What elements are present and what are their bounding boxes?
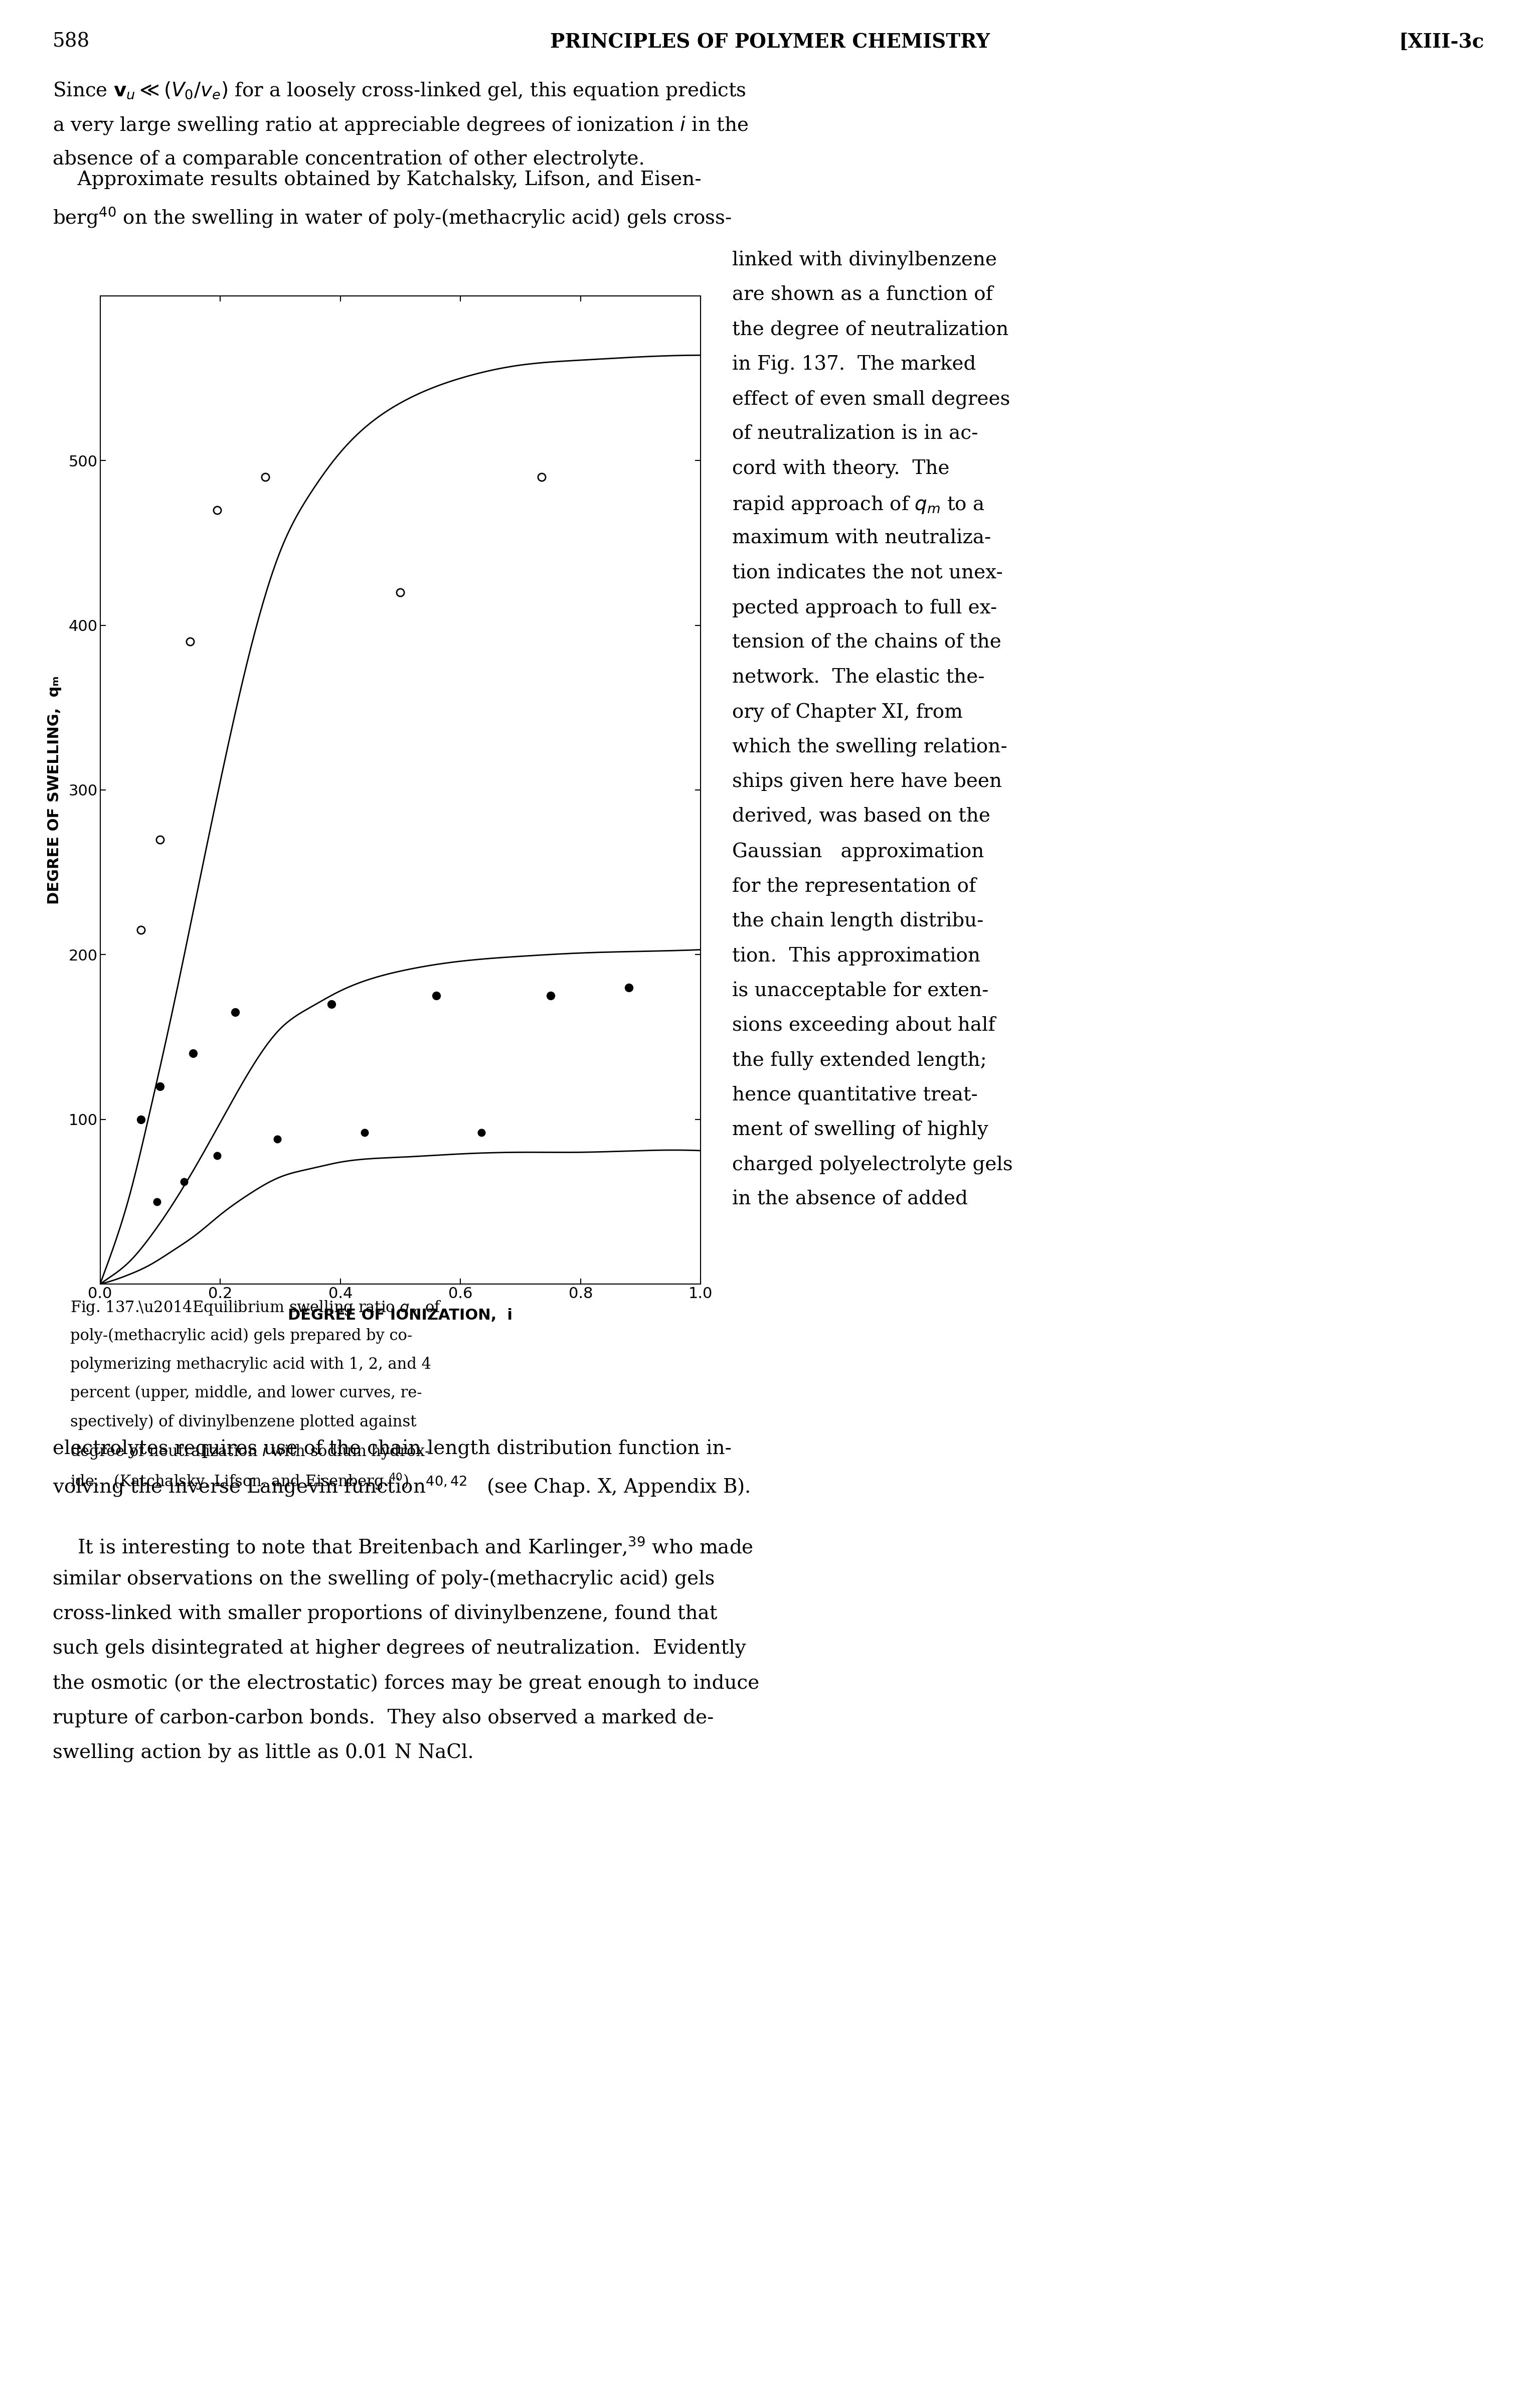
Text: absence of a comparable concentration of other electrolyte.: absence of a comparable concentration of… <box>52 149 645 168</box>
Text: the fully extended length;: the fully extended length; <box>732 1051 987 1070</box>
Text: charged polyelectrolyte gels: charged polyelectrolyte gels <box>732 1156 1013 1173</box>
Text: the osmotic (or the electrostatic) forces may be great enough to induce: the osmotic (or the electrostatic) force… <box>52 1675 759 1694</box>
Text: which the swelling relation-: which the swelling relation- <box>732 739 1007 756</box>
Text: ment of swelling of highly: ment of swelling of highly <box>732 1120 989 1140</box>
Point <box>388 573 413 612</box>
Text: degree of neutralization $i$ with sodium hydrox-: degree of neutralization $i$ with sodium… <box>71 1444 430 1461</box>
Text: of neutralization is in ac-: of neutralization is in ac- <box>732 425 978 444</box>
Text: [XIII-3c: [XIII-3c <box>1398 34 1485 53</box>
Text: volving the inverse Langevin function$^{40,42}$   (see Chap. X, Appendix B).: volving the inverse Langevin function$^{… <box>52 1475 750 1499</box>
Text: is unacceptable for exten-: is unacceptable for exten- <box>732 981 989 1000</box>
Text: swelling action by as little as 0.01 N NaCl.: swelling action by as little as 0.01 N N… <box>52 1744 474 1763</box>
Text: spectively) of divinylbenzene plotted against: spectively) of divinylbenzene plotted ag… <box>71 1415 416 1430</box>
Text: berg$^{40}$ on the swelling in water of poly-(methacrylic acid) gels cross-: berg$^{40}$ on the swelling in water of … <box>52 206 732 230</box>
Point <box>353 1113 377 1152</box>
Text: network.  The elastic the-: network. The elastic the- <box>732 669 984 686</box>
Point <box>539 976 564 1015</box>
Text: such gels disintegrated at higher degrees of neutralization.  Evidently: such gels disintegrated at higher degree… <box>52 1639 745 1658</box>
Point <box>470 1113 494 1152</box>
Text: in Fig. 137.  The marked: in Fig. 137. The marked <box>732 355 976 374</box>
Text: pected approach to full ex-: pected approach to full ex- <box>732 600 996 617</box>
Point <box>530 458 554 497</box>
Point <box>145 1183 169 1221</box>
Text: electrolytes requires use of the chain length distribution function in-: electrolytes requires use of the chain l… <box>52 1439 732 1459</box>
Point <box>253 458 277 497</box>
Point <box>616 969 641 1008</box>
Text: the degree of neutralization: the degree of neutralization <box>732 321 1009 338</box>
Text: cord with theory.  The: cord with theory. The <box>732 461 950 477</box>
Point <box>148 820 172 859</box>
Text: maximum with neutraliza-: maximum with neutraliza- <box>732 530 992 547</box>
Point <box>223 993 248 1032</box>
Text: PRINCIPLES OF POLYMER CHEMISTRY: PRINCIPLES OF POLYMER CHEMISTRY <box>550 34 990 53</box>
Text: derived, was based on the: derived, was based on the <box>732 808 990 825</box>
Text: ide.   (Katchalsky, Lifson, and Eisenberg.$^{40}$): ide. (Katchalsky, Lifson, and Eisenberg.… <box>71 1473 408 1492</box>
Text: similar observations on the swelling of poly-(methacrylic acid) gels: similar observations on the swelling of … <box>52 1569 715 1588</box>
Text: tion.  This approximation: tion. This approximation <box>732 948 981 964</box>
Point <box>205 492 229 530</box>
Text: effect of even small degrees: effect of even small degrees <box>732 391 1010 408</box>
Text: linked with divinylbenzene: linked with divinylbenzene <box>732 252 996 269</box>
Text: a very large swelling ratio at appreciable degrees of ionization $i$ in the: a very large swelling ratio at appreciab… <box>52 115 748 137</box>
Text: rapid approach of $q_m$ to a: rapid approach of $q_m$ to a <box>732 494 984 516</box>
Text: percent (upper, middle, and lower curves, re-: percent (upper, middle, and lower curves… <box>71 1387 422 1401</box>
Point <box>319 986 343 1024</box>
Text: for the representation of: for the representation of <box>732 878 976 895</box>
Text: are shown as a function of: are shown as a function of <box>732 285 993 305</box>
Text: tion indicates the not unex-: tion indicates the not unex- <box>732 564 1003 583</box>
Point <box>172 1164 197 1202</box>
Text: It is interesting to note that Breitenbach and Karlinger,$^{39}$ who made: It is interesting to note that Breitenba… <box>52 1535 753 1559</box>
Text: Fig. 137.\u2014Equilibrium swelling ratio $q_m$ of: Fig. 137.\u2014Equilibrium swelling rati… <box>71 1300 442 1317</box>
Text: ory of Chapter XI, from: ory of Chapter XI, from <box>732 703 963 722</box>
Text: rupture of carbon-carbon bonds.  They also observed a marked de-: rupture of carbon-carbon bonds. They als… <box>52 1708 713 1727</box>
Text: Since $\mathbf{v}_u \ll (V_0/v_e)$ for a loosely cross-linked gel, this equation: Since $\mathbf{v}_u \ll (V_0/v_e)$ for a… <box>52 79 745 101</box>
Point <box>129 912 154 950</box>
Text: ships given here have been: ships given here have been <box>732 772 1003 792</box>
Text: Gaussian   approximation: Gaussian approximation <box>732 842 984 861</box>
Text: polymerizing methacrylic acid with 1, 2, and 4: polymerizing methacrylic acid with 1, 2,… <box>71 1358 431 1372</box>
Text: hence quantitative treat-: hence quantitative treat- <box>732 1087 978 1104</box>
Text: 588: 588 <box>52 34 89 50</box>
Text: in the absence of added: in the absence of added <box>732 1190 967 1209</box>
Point <box>129 1101 154 1140</box>
Point <box>148 1068 172 1106</box>
Text: cross-linked with smaller proportions of divinylbenzene, found that: cross-linked with smaller proportions of… <box>52 1605 718 1624</box>
Text: poly-(methacrylic acid) gels prepared by co-: poly-(methacrylic acid) gels prepared by… <box>71 1329 413 1343</box>
Text: sions exceeding about half: sions exceeding about half <box>732 1017 995 1034</box>
Point <box>180 1034 205 1072</box>
Y-axis label: DEGREE OF SWELLING,  qₘ: DEGREE OF SWELLING, qₘ <box>46 677 62 904</box>
Point <box>265 1120 290 1159</box>
Text: Approximate results obtained by Katchalsky, Lifson, and Eisen-: Approximate results obtained by Katchals… <box>52 170 701 190</box>
X-axis label: DEGREE OF IONIZATION,  i: DEGREE OF IONIZATION, i <box>288 1307 513 1322</box>
Point <box>424 976 448 1015</box>
Point <box>205 1137 229 1176</box>
Point <box>179 624 203 662</box>
Text: the chain length distribu-: the chain length distribu- <box>732 912 984 931</box>
Text: tension of the chains of the: tension of the chains of the <box>732 633 1001 653</box>
